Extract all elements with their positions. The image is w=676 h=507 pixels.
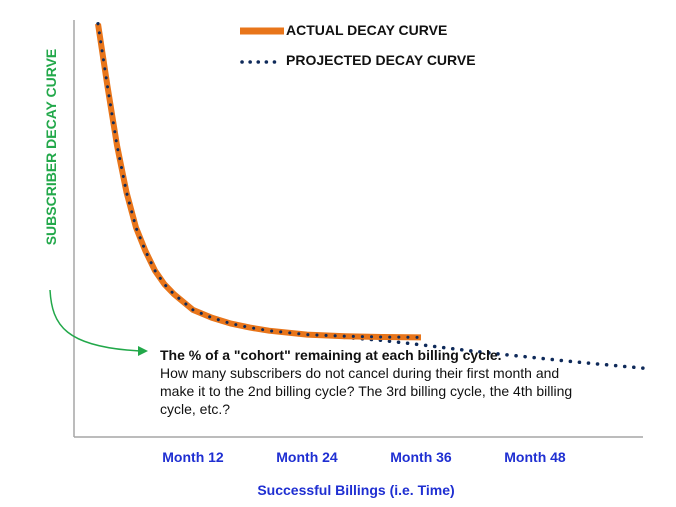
y-axis-label: SUBSCRIBER DECAY CURVE [43,48,59,246]
x-axis-label: Successful Billings (i.e. Time) [257,482,455,498]
annotation-title: The % of a "cohort" remaining at each bi… [160,347,502,363]
legend-label-projected: PROJECTED DECAY CURVE [286,52,476,68]
actual-decay-curve-line [95,23,422,341]
annotation-arrowhead [138,346,148,356]
annotation-body: How many subscribers do not cancel durin… [160,365,573,417]
x-tick-label: Month 24 [276,449,338,465]
x-tick-label: Month 12 [162,449,224,465]
x-tick-label: Month 48 [504,449,566,465]
projected-decay-curve-line [96,22,651,371]
x-tick-label: Month 36 [390,449,452,465]
annotation-box: The % of a "cohort" remaining at each bi… [160,346,580,418]
projected-overlay-line [96,22,423,339]
annotation-arrow [49,289,141,352]
legend-label-actual: ACTUAL DECAY CURVE [286,22,448,38]
